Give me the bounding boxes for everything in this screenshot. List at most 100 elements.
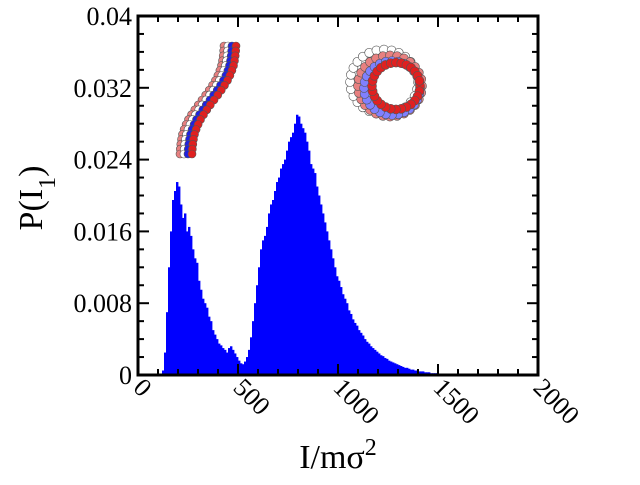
histogram-bar: [214, 334, 217, 375]
histogram-bars: [162, 114, 479, 376]
axis-ticks: [137, 15, 539, 376]
histogram-bar: [318, 195, 321, 375]
histogram-bar: [212, 330, 215, 376]
histogram-bar: [216, 339, 219, 375]
histogram-bar: [200, 289, 203, 375]
histogram-bar: [360, 332, 363, 375]
histogram-bar: [248, 349, 251, 375]
histogram-bar: [420, 371, 423, 375]
conformation-insets: [175, 41, 427, 159]
histogram-bar: [162, 370, 165, 375]
histogram-bar: [386, 358, 389, 375]
x-tick-label: 2000: [528, 373, 585, 430]
histogram-bar: [336, 276, 339, 375]
histogram-bar: [314, 173, 317, 375]
histogram-bar: [188, 226, 191, 375]
histogram-bar: [258, 267, 261, 375]
histogram-bar: [190, 235, 193, 375]
x-tick-label: 500: [228, 373, 276, 421]
histogram-bar: [252, 321, 255, 375]
histogram-bar: [222, 348, 225, 375]
histogram-bar: [348, 310, 351, 375]
histogram-bar: [304, 132, 307, 375]
histogram-bar: [260, 249, 263, 375]
histogram-bar: [352, 319, 355, 375]
histogram-bar: [344, 298, 347, 375]
histogram-bar: [382, 356, 385, 375]
histogram-bar: [220, 345, 223, 375]
histogram-bar: [168, 267, 171, 375]
histogram-bar: [380, 355, 383, 375]
histogram-bar: [342, 294, 345, 375]
histogram-bar: [296, 114, 299, 375]
histogram-bar: [400, 366, 403, 375]
histogram-bar: [182, 217, 185, 375]
histogram-bar: [196, 262, 199, 375]
histogram-bar: [278, 177, 281, 375]
histogram-bar: [374, 349, 377, 375]
histogram-bar: [242, 364, 245, 375]
histogram-bar: [326, 231, 329, 375]
histogram-bar: [324, 222, 327, 375]
histogram-bar: [250, 337, 253, 375]
histogram-bar: [166, 312, 169, 375]
histogram-bar: [334, 267, 337, 375]
histogram-bar: [268, 213, 271, 375]
histogram-bar: [370, 346, 373, 375]
histogram-bar: [414, 370, 417, 375]
histogram-bar: [184, 213, 187, 375]
histogram-bar: [262, 240, 265, 376]
y-tick-label: 0.024: [74, 146, 133, 175]
histogram-bar: [406, 367, 409, 375]
histogram-bar: [274, 191, 277, 375]
histogram-bar: [404, 367, 407, 375]
histogram-bar: [402, 366, 405, 375]
histogram-bar: [322, 213, 325, 375]
y-tick-labels: 0 0.008 0.016 0.024 0.032 0.04: [74, 2, 133, 390]
histogram-bar: [240, 363, 243, 375]
histogram-bar: [198, 280, 201, 375]
x-tick-label: 1500: [428, 373, 485, 430]
histogram-bar: [172, 199, 175, 375]
histogram-bar: [398, 365, 401, 375]
histogram-bar: [328, 240, 331, 376]
histogram-bar: [234, 353, 237, 375]
x-tick-label: 0: [128, 373, 158, 403]
histogram-bar: [208, 316, 211, 375]
histogram-bar: [176, 182, 179, 375]
histogram-bar: [192, 249, 195, 375]
histogram-bar: [292, 132, 295, 375]
histogram-bar: [264, 235, 267, 375]
histogram-bar: [228, 348, 231, 375]
histogram-bar: [284, 159, 287, 375]
histogram-bar: [394, 363, 397, 375]
histogram-bar: [392, 362, 395, 375]
histogram-bar: [372, 348, 375, 375]
histogram-bar: [294, 123, 297, 375]
histogram-bar: [272, 199, 275, 375]
histogram-bar: [256, 285, 259, 375]
histogram-bar: [368, 343, 371, 375]
histogram-bar: [266, 226, 269, 375]
histogram-bar: [300, 123, 303, 375]
histogram-bar: [356, 325, 359, 375]
histogram-bar: [170, 231, 173, 375]
histogram-bar: [280, 168, 283, 375]
elongated-chain-bead: [187, 149, 197, 159]
histogram-bar: [316, 186, 319, 375]
histogram-bar: [390, 361, 393, 375]
histogram-bar: [204, 303, 207, 375]
histogram-bar: [320, 204, 323, 375]
histogram-bar: [338, 280, 341, 375]
histogram-bar: [346, 303, 349, 375]
histogram-bar: [180, 204, 183, 375]
y-tick-label: 0.008: [74, 289, 133, 318]
y-axis-title: P(I1): [13, 166, 61, 231]
x-axis-title: I/mσ2: [299, 435, 377, 476]
x-tick-label: 1000: [328, 373, 385, 430]
histogram-bar: [276, 182, 279, 375]
histogram-bar: [224, 349, 227, 375]
histogram-bar: [164, 352, 167, 375]
